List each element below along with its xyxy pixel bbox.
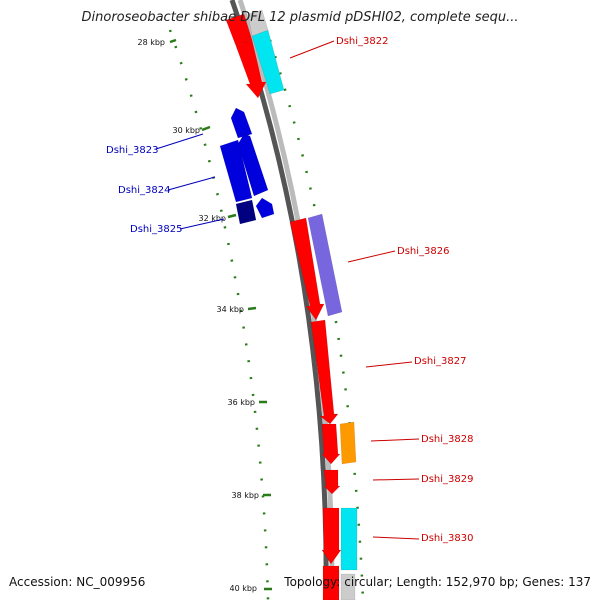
gene-dshi-3828[interactable] (321, 423, 341, 465)
gene-label-dshi-3822[interactable]: Dshi_3822 (336, 36, 388, 47)
leader-line (155, 133, 204, 150)
tick-label: 36 kbp (227, 398, 255, 407)
tick-label: 40 kbp (229, 584, 257, 593)
gene-dshi-3825-b[interactable] (255, 197, 275, 219)
tick-mark (169, 38, 177, 44)
tick-mark (201, 125, 211, 132)
genes-layer (219, 9, 358, 600)
gene-label-dshi-3828[interactable]: Dshi_3828 (421, 434, 473, 445)
outer-dotted-ring-left (168, 29, 270, 600)
gene-dshi-3823[interactable] (230, 107, 253, 139)
leader-line (167, 176, 216, 191)
gene-dshi-3827[interactable] (310, 319, 339, 425)
gene-label-dshi-3826[interactable]: Dshi_3826 (397, 246, 449, 257)
gene-label-dshi-3825[interactable]: Dshi_3825 (130, 224, 182, 235)
gene-label-dshi-3824[interactable]: Dshi_3824 (118, 185, 170, 196)
leader-line (179, 218, 225, 230)
feature-dshi-3828-orange[interactable] (339, 421, 357, 465)
feature-dshi-3822-grey[interactable] (247, 9, 269, 37)
topology-text: Topology: circular; Length: 152,970 bp; … (284, 575, 591, 589)
gene-label-dshi-3827[interactable]: Dshi_3827 (414, 356, 466, 367)
gene-label-dshi-3823[interactable]: Dshi_3823 (106, 145, 158, 156)
leader-line (372, 478, 420, 481)
feature-dshi-3830-cyan[interactable] (340, 507, 358, 571)
gene-dshi-3824-left[interactable] (219, 139, 253, 203)
leader-line (347, 250, 396, 263)
gene-dshi-3825[interactable] (235, 199, 257, 225)
gene-dshi-3826[interactable] (289, 217, 325, 321)
gene-label-dshi-3829[interactable]: Dshi_3829 (421, 474, 473, 485)
feature-dshi-3826-purple[interactable] (307, 213, 343, 317)
gene-dshi-3830[interactable] (321, 507, 342, 565)
leader-line (370, 438, 420, 442)
labels-layer: Dshi_3822 Dshi_3823 Dshi_3824 Dshi_3825 Dshi… (106, 36, 473, 544)
tick-layer: 28 kbp 30 kbp 32 kbp 34 kbp 36 kbp 38 kbp 40 k… (137, 38, 272, 593)
gene-dshi-3822-arrow[interactable] (235, 39, 267, 99)
tick-label: 28 kbp (137, 38, 165, 47)
tick-label: 32 kbp (198, 214, 226, 223)
leader-line (365, 361, 413, 368)
accession-text: Accession: NC_009956 (9, 575, 146, 589)
tick-mark (227, 213, 237, 219)
gene-dshi-3829[interactable] (323, 469, 341, 495)
gene-dshi-3824-right[interactable] (237, 133, 269, 197)
gene-label-dshi-3830[interactable]: Dshi_3830 (421, 533, 473, 544)
tick-label: 30 kbp (172, 126, 200, 135)
feature-dshi-3830-grey[interactable] (340, 573, 356, 600)
map-title: Dinoroseobacter shibae DFL 12 plasmid pD… (81, 10, 519, 25)
tick-label: 38 kbp (231, 491, 259, 500)
tick-label: 34 kbp (216, 305, 244, 314)
gene-dshi-3830-cont[interactable] (322, 565, 340, 600)
tick-mark (247, 306, 257, 311)
leader-line (289, 40, 335, 59)
leader-line (372, 536, 420, 540)
